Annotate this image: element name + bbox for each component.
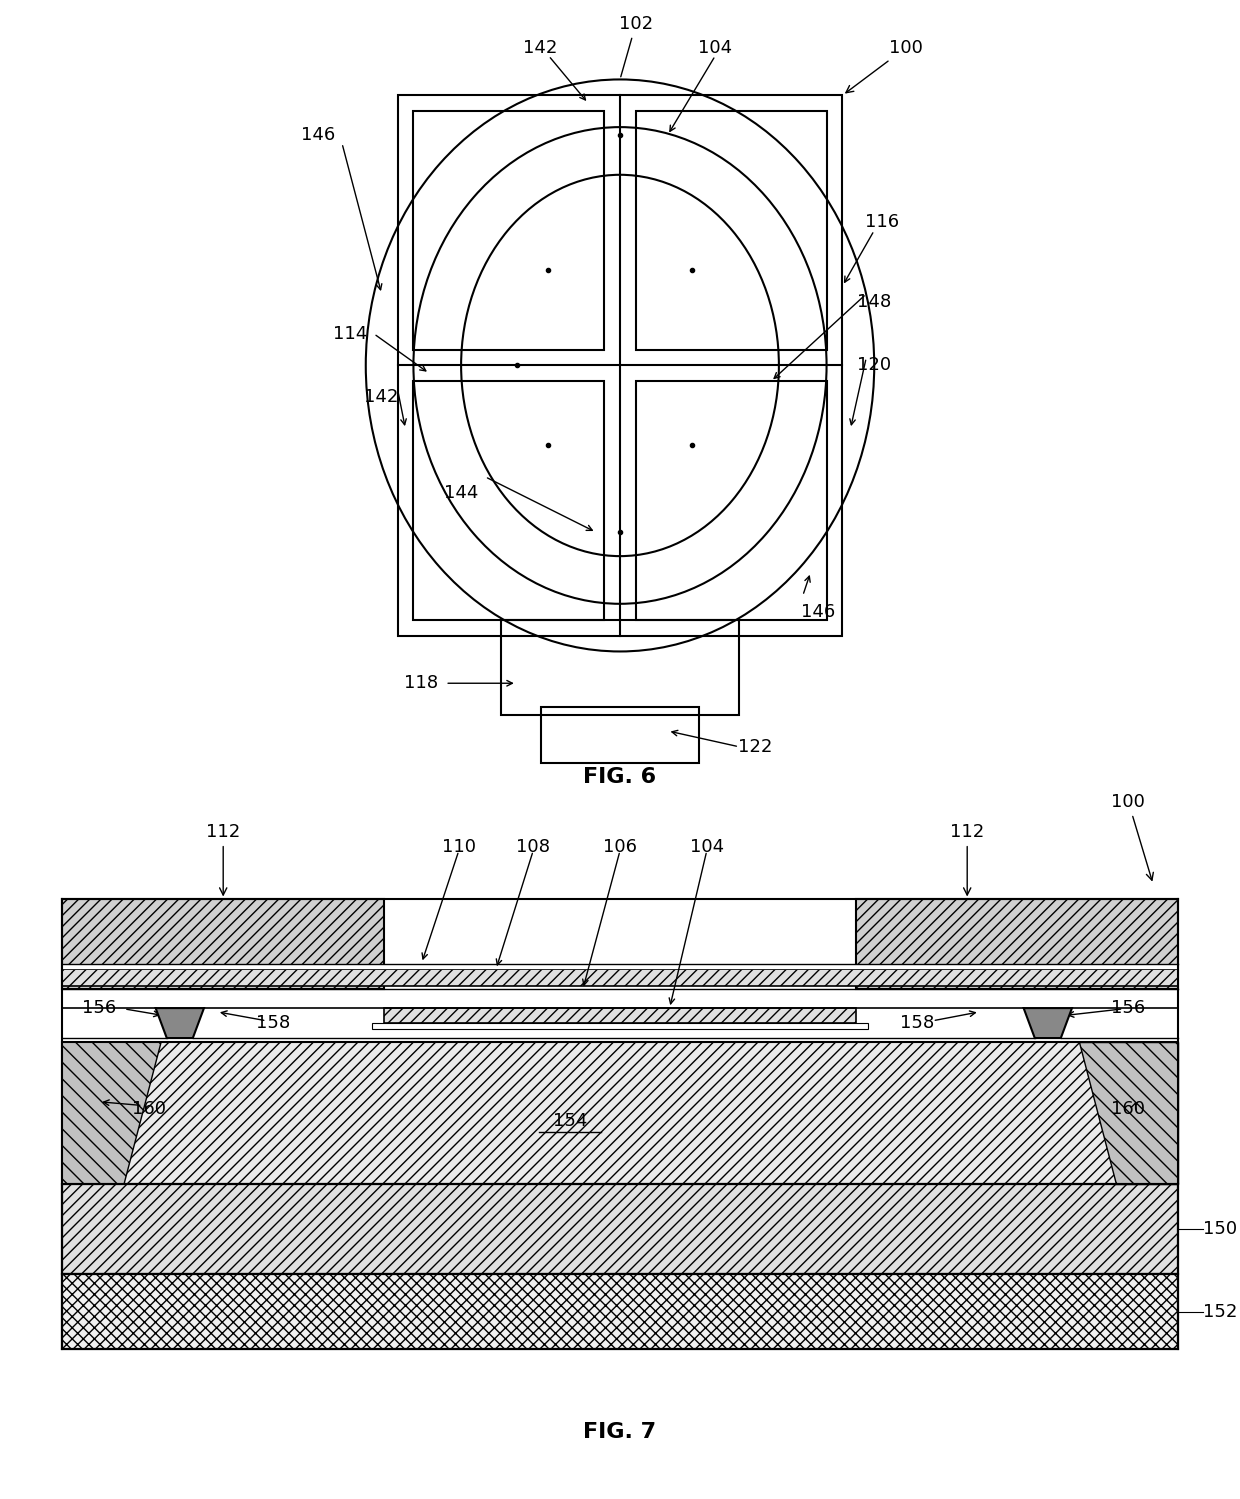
Text: 142: 142 (523, 39, 558, 57)
Polygon shape (62, 1042, 161, 1184)
Text: 160: 160 (131, 1100, 166, 1118)
Text: FIG. 6: FIG. 6 (584, 766, 656, 787)
Text: 122: 122 (738, 738, 773, 755)
Bar (62, 1184, 1178, 1274)
Bar (62, 1274, 1178, 1349)
Bar (413, 111, 604, 349)
Bar (501, 619, 739, 715)
Polygon shape (156, 1009, 203, 1037)
Bar (856, 899, 1178, 989)
Polygon shape (1024, 1009, 1071, 1037)
Polygon shape (1079, 1042, 1178, 1184)
Bar (62, 1042, 1178, 1184)
Text: 112: 112 (206, 823, 241, 895)
Text: 114: 114 (332, 325, 367, 343)
Bar (62, 968, 1178, 986)
Bar (413, 381, 604, 619)
Text: 158: 158 (255, 1013, 290, 1033)
Text: 106: 106 (603, 838, 637, 856)
Text: 156: 156 (1111, 998, 1146, 1018)
Text: 112: 112 (950, 823, 985, 895)
Text: 118: 118 (404, 675, 439, 693)
Bar (62, 899, 384, 989)
Text: 146: 146 (801, 603, 836, 621)
Text: 156: 156 (82, 998, 117, 1018)
Bar (384, 1009, 856, 1022)
Bar (636, 111, 827, 349)
Bar (62, 964, 1178, 970)
Text: 104: 104 (698, 39, 733, 57)
Bar (62, 1274, 1178, 1349)
Text: 146: 146 (301, 126, 335, 144)
Bar (62, 1184, 1178, 1274)
Text: 100: 100 (846, 39, 923, 93)
Text: 160: 160 (1111, 1100, 1146, 1118)
Text: 148: 148 (857, 292, 892, 310)
Text: 150: 150 (1203, 1220, 1238, 1238)
Text: FIG. 7: FIG. 7 (584, 1421, 656, 1442)
Text: 104: 104 (689, 838, 724, 856)
Text: 116: 116 (866, 213, 899, 231)
Text: 154: 154 (553, 1111, 588, 1130)
Bar (62, 1042, 1178, 1184)
Text: 102: 102 (619, 15, 653, 76)
Text: 100: 100 (1111, 793, 1153, 880)
Bar (636, 381, 827, 619)
Bar (372, 1022, 868, 1028)
Text: 120: 120 (857, 357, 892, 375)
Bar (541, 708, 699, 763)
Bar (398, 96, 842, 636)
Text: 158: 158 (900, 1013, 935, 1033)
Text: 108: 108 (516, 838, 551, 856)
Text: 152: 152 (1203, 1303, 1238, 1321)
Text: 110: 110 (441, 838, 476, 856)
Text: 142: 142 (365, 388, 399, 406)
Text: 144: 144 (444, 484, 479, 502)
